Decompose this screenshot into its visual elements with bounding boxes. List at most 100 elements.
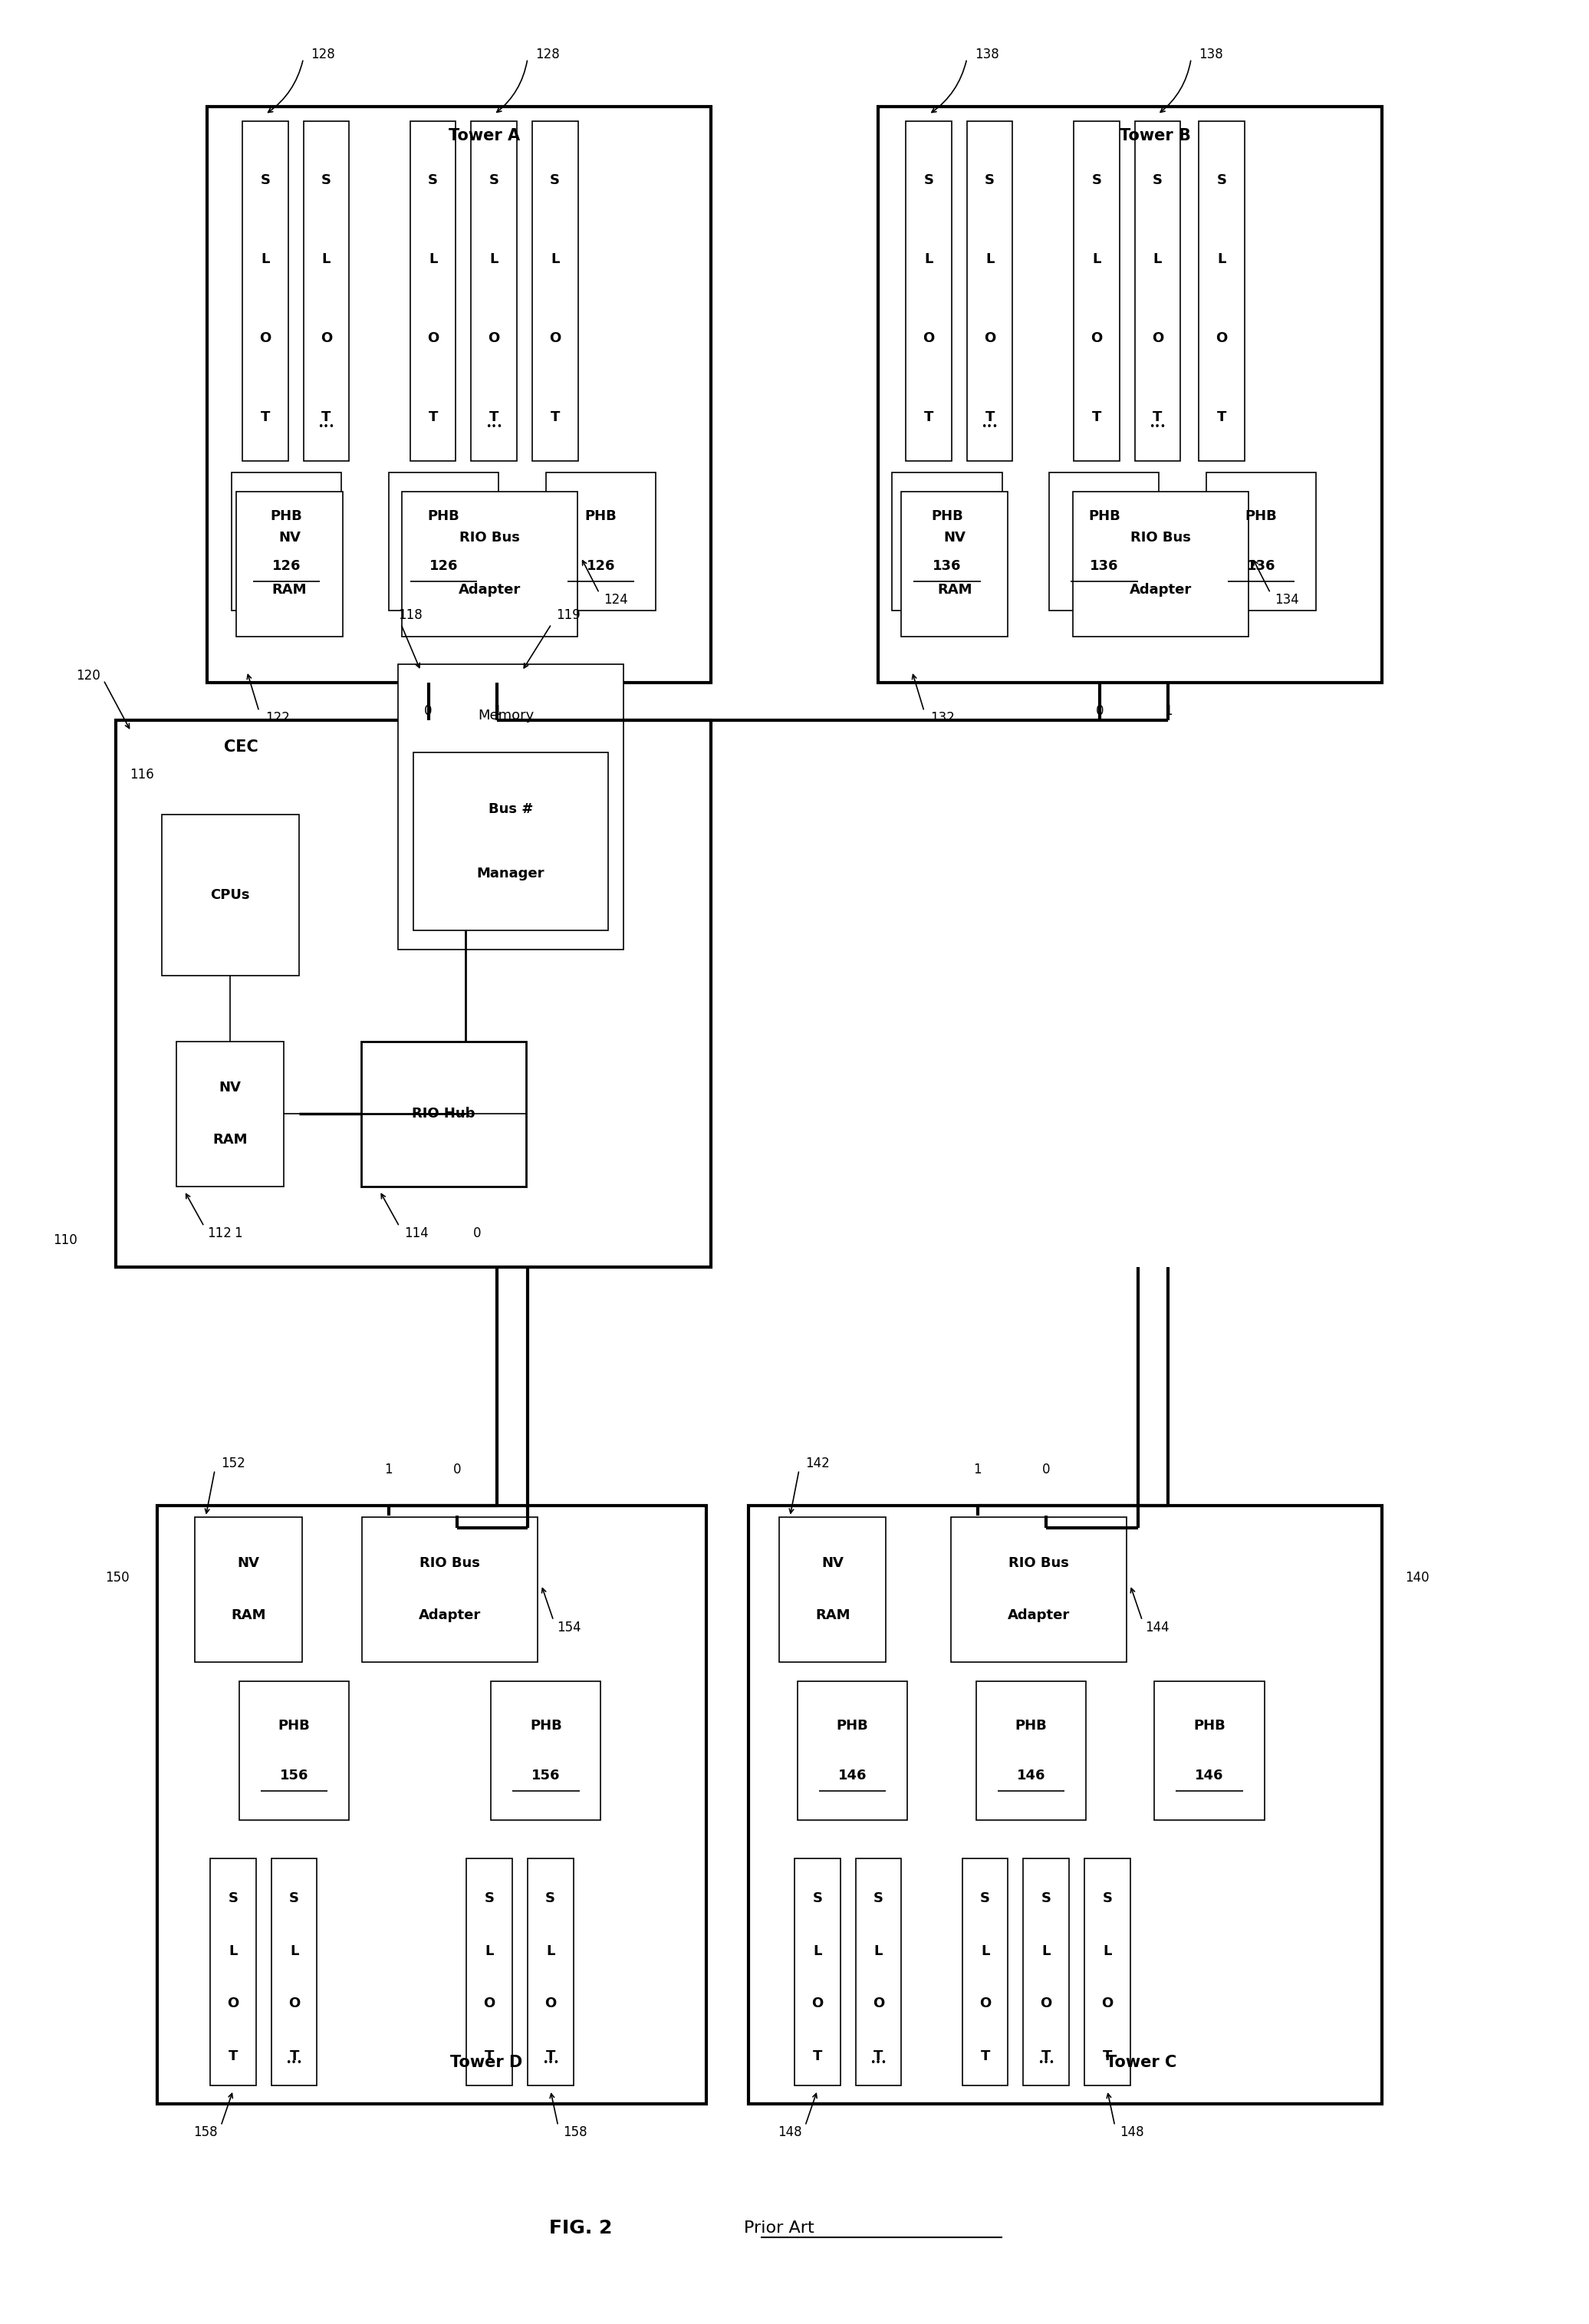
- Text: O: O: [321, 332, 332, 346]
- Bar: [195, 1518, 302, 1662]
- Text: Bus #: Bus #: [488, 802, 534, 816]
- Text: CEC: CEC: [224, 739, 257, 755]
- Text: L: L: [925, 253, 933, 267]
- Text: O: O: [1090, 332, 1103, 346]
- Text: •••: •••: [286, 2059, 302, 2068]
- Text: L: L: [980, 1943, 990, 1957]
- Text: 114: 114: [404, 1227, 429, 1241]
- Text: 136: 136: [1090, 560, 1119, 574]
- Bar: [303, 121, 350, 460]
- Text: Tower B: Tower B: [1120, 128, 1190, 144]
- Text: 1: 1: [234, 1227, 242, 1241]
- Text: T: T: [923, 411, 933, 425]
- Text: L: L: [485, 1943, 494, 1957]
- Text: 126: 126: [429, 560, 458, 574]
- Text: O: O: [550, 332, 561, 346]
- Text: 132: 132: [930, 711, 955, 725]
- Text: O: O: [1152, 332, 1163, 346]
- Text: T: T: [229, 2050, 238, 2064]
- Bar: [491, 1683, 601, 1820]
- Text: 146: 146: [1017, 1769, 1046, 1783]
- Text: 136: 136: [933, 560, 961, 574]
- Text: O: O: [483, 1996, 496, 2010]
- Text: 150: 150: [105, 1571, 129, 1585]
- Text: 1: 1: [493, 704, 501, 718]
- Text: FIG. 2: FIG. 2: [550, 2219, 612, 2238]
- Bar: [798, 1683, 907, 1820]
- Text: 110: 110: [52, 1234, 78, 1248]
- Text: S: S: [427, 174, 439, 188]
- Text: •••: •••: [486, 421, 502, 432]
- Text: T: T: [812, 2050, 822, 2064]
- Text: 126: 126: [272, 560, 300, 574]
- Bar: [1206, 472, 1316, 611]
- Bar: [162, 816, 299, 976]
- Text: O: O: [984, 332, 996, 346]
- Text: PHB: PHB: [1246, 509, 1278, 523]
- Bar: [362, 1518, 537, 1662]
- Text: 158: 158: [563, 2126, 586, 2140]
- Text: O: O: [872, 1996, 883, 2010]
- Text: Memory: Memory: [478, 709, 534, 723]
- Text: L: L: [323, 253, 331, 267]
- Text: •••: •••: [1038, 2059, 1055, 2068]
- Text: 1: 1: [974, 1464, 982, 1476]
- Text: T: T: [1152, 411, 1162, 425]
- Text: PHB: PHB: [1088, 509, 1120, 523]
- Text: S: S: [550, 174, 559, 188]
- Text: T: T: [289, 2050, 299, 2064]
- Text: L: L: [1042, 1943, 1050, 1957]
- Text: L: L: [229, 1943, 237, 1957]
- Text: L: L: [1103, 1943, 1112, 1957]
- Text: O: O: [923, 332, 934, 346]
- Text: 136: 136: [1247, 560, 1276, 574]
- Text: NV: NV: [219, 1081, 242, 1095]
- Text: T: T: [985, 411, 995, 425]
- Bar: [528, 1859, 574, 2085]
- Text: S: S: [489, 174, 499, 188]
- Text: PHB: PHB: [1193, 1720, 1225, 1734]
- Text: PHB: PHB: [278, 1720, 310, 1734]
- Text: Tower D: Tower D: [450, 2054, 523, 2071]
- Bar: [157, 1506, 706, 2103]
- Bar: [906, 121, 952, 460]
- Text: NV: NV: [278, 532, 300, 544]
- Text: 120: 120: [76, 669, 100, 683]
- Text: S: S: [1092, 174, 1101, 188]
- Text: O: O: [288, 1996, 300, 2010]
- Bar: [361, 1041, 526, 1185]
- Text: 142: 142: [806, 1457, 829, 1471]
- Bar: [532, 121, 578, 460]
- Text: S: S: [485, 1892, 494, 1906]
- Text: 118: 118: [397, 609, 423, 623]
- Text: PHB: PHB: [931, 509, 963, 523]
- Text: Adapter: Adapter: [1007, 1608, 1069, 1622]
- Text: T: T: [261, 411, 270, 425]
- Text: 124: 124: [604, 593, 628, 607]
- Text: •••: •••: [542, 2059, 559, 2068]
- Text: PHB: PHB: [836, 1720, 869, 1734]
- Text: •••: •••: [869, 2059, 887, 2068]
- Text: CPUs: CPUs: [210, 888, 249, 902]
- Text: NV: NV: [237, 1557, 259, 1571]
- Text: S: S: [261, 174, 270, 188]
- Text: S: S: [985, 174, 995, 188]
- Bar: [976, 1683, 1085, 1820]
- Text: T: T: [874, 2050, 883, 2064]
- Text: 116: 116: [129, 767, 154, 781]
- Bar: [210, 1859, 256, 2085]
- Text: O: O: [488, 332, 501, 346]
- Text: 1: 1: [385, 1464, 392, 1476]
- Text: 134: 134: [1274, 593, 1300, 607]
- Text: O: O: [227, 1996, 238, 2010]
- Text: 144: 144: [1146, 1620, 1170, 1634]
- Text: T: T: [1217, 411, 1227, 425]
- Text: S: S: [1152, 174, 1163, 188]
- Text: S: S: [289, 1892, 299, 1906]
- Text: L: L: [985, 253, 995, 267]
- Text: L: L: [547, 1943, 555, 1957]
- Bar: [794, 1859, 841, 2085]
- Text: T: T: [980, 2050, 990, 2064]
- Bar: [1074, 121, 1119, 460]
- Text: L: L: [551, 253, 559, 267]
